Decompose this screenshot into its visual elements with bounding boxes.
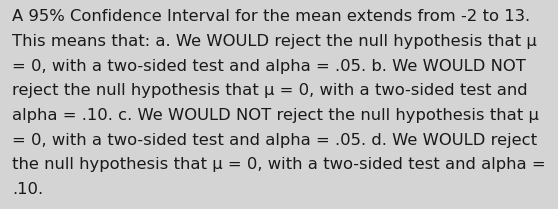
Text: This means that: a. We WOULD reject the null hypothesis that μ: This means that: a. We WOULD reject the … bbox=[12, 34, 537, 49]
Text: A 95% Confidence Interval for the mean extends from -2 to 13.: A 95% Confidence Interval for the mean e… bbox=[12, 9, 531, 24]
Text: = 0, with a two-sided test and alpha = .05. b. We WOULD NOT: = 0, with a two-sided test and alpha = .… bbox=[12, 59, 526, 74]
Text: = 0, with a two-sided test and alpha = .05. d. We WOULD reject: = 0, with a two-sided test and alpha = .… bbox=[12, 133, 537, 148]
Text: reject the null hypothesis that μ = 0, with a two-sided test and: reject the null hypothesis that μ = 0, w… bbox=[12, 83, 528, 98]
Text: .10.: .10. bbox=[12, 182, 44, 197]
Text: alpha = .10. c. We WOULD NOT reject the null hypothesis that μ: alpha = .10. c. We WOULD NOT reject the … bbox=[12, 108, 539, 123]
Text: the null hypothesis that μ = 0, with a two-sided test and alpha =: the null hypothesis that μ = 0, with a t… bbox=[12, 157, 546, 172]
